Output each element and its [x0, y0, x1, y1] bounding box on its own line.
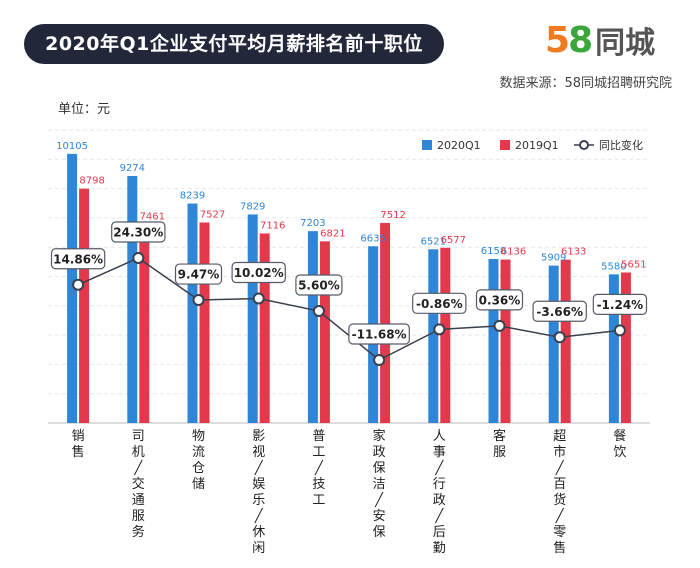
- legend-label-yoy: 同比变化: [599, 138, 643, 152]
- value-label-2019q1: 6821: [320, 228, 345, 239]
- yoy-label: -1.24%: [597, 298, 644, 312]
- yoy-label-box: [475, 289, 524, 311]
- category-label: 家政保洁╱安保: [373, 428, 386, 540]
- unit-label: 单位：元: [58, 102, 111, 117]
- yoy-label-box: [174, 263, 223, 285]
- value-label-2019q1: 6133: [561, 247, 586, 258]
- category-label: 餐饮: [613, 428, 626, 460]
- bar-2019q1: [440, 247, 451, 423]
- value-label-2020q1: 7829: [240, 201, 265, 212]
- logo-number: 58: [545, 19, 593, 61]
- value-label-2019q1: 7116: [260, 220, 285, 231]
- data-source: 数据来源：58同城招聘研究院: [499, 76, 672, 91]
- category-label: 销售: [72, 429, 85, 460]
- yoy-label: -3.66%: [536, 305, 583, 319]
- bar-2020q1: [67, 153, 78, 423]
- value-label-2019q1: 6136: [501, 247, 526, 258]
- yoy-label-box: [111, 221, 166, 243]
- value-label-2020q1: 8239: [180, 191, 205, 202]
- value-label-2019q1: 7527: [200, 210, 225, 221]
- yoy-label-box: [231, 261, 286, 284]
- legend-swatch-2020q1: [422, 140, 432, 150]
- legend-marker-yoy: [579, 140, 589, 150]
- yoy-point: [613, 324, 626, 337]
- yoy-label-box: [348, 323, 410, 345]
- category-label: 超市╱百货╱零售: [553, 429, 566, 556]
- chart-title: 2020年Q1企业支付平均月薪排名前十职位: [24, 24, 444, 64]
- yoy-label-box: [412, 292, 467, 314]
- value-label-2020q1: 10105: [56, 141, 88, 152]
- category-label: 普工╱技工: [312, 429, 325, 508]
- yoy-point: [192, 294, 205, 307]
- yoy-label-box: [50, 248, 106, 270]
- value-label-2020q1: 6158: [481, 246, 506, 257]
- yoy-label: 24.30%: [113, 226, 163, 240]
- yoy-point: [433, 323, 446, 336]
- value-label-2020q1: 5580: [601, 261, 626, 272]
- bar-2020q1: [127, 175, 138, 423]
- logo-digit: 5: [545, 19, 570, 61]
- bar-2020q1: [548, 265, 559, 423]
- yoy-label-box: [592, 293, 648, 316]
- value-label-2020q1: 6521: [421, 236, 446, 247]
- bar-2019q1: [139, 224, 150, 423]
- yoy-point: [553, 331, 566, 344]
- yoy-label-box: [295, 274, 343, 296]
- yoy-point: [493, 319, 506, 332]
- bar-2019q1: [199, 222, 210, 423]
- yoy-point: [312, 305, 325, 318]
- bar-2019q1: [79, 188, 90, 423]
- category-label: 司机╱交通服务: [132, 429, 145, 540]
- yoy-label: 14.86%: [53, 252, 103, 266]
- value-label-2019q1: 7512: [380, 210, 405, 221]
- bar-2020q1: [187, 203, 198, 423]
- category-label: 客服: [493, 428, 506, 460]
- value-label-2019q1: 7461: [140, 211, 165, 222]
- bar-2019q1: [620, 272, 631, 423]
- bar-2020q1: [488, 258, 499, 423]
- value-label-2020q1: 6635: [360, 233, 385, 244]
- bar-2020q1: [247, 214, 258, 423]
- value-label-2019q1: 8798: [79, 176, 104, 187]
- bar-2019q1: [259, 233, 270, 423]
- bar-2019q1: [560, 259, 571, 423]
- yoy-label: 5.60%: [298, 279, 340, 293]
- yoy-point: [72, 278, 85, 291]
- yoy-label: -0.86%: [416, 297, 463, 311]
- yoy-label-box: [532, 300, 587, 322]
- bar-2019q1: [319, 241, 330, 423]
- yoy-point: [132, 252, 145, 264]
- value-label-2020q1: 7203: [300, 218, 325, 229]
- category-label: 物流仓储: [192, 429, 205, 492]
- value-label-2020q1: 5909: [541, 253, 566, 264]
- yoy-label: 10.02%: [234, 266, 284, 280]
- legend-label-2019q1: 2019Q1: [515, 139, 559, 152]
- value-label-2019q1: 6577: [441, 235, 466, 246]
- category-label: 人事╱行政╱后勤: [433, 429, 446, 556]
- value-label-2019q1: 5651: [621, 259, 646, 270]
- logo-digit: 8: [568, 19, 593, 61]
- value-label-2020q1: 9274: [120, 163, 145, 174]
- yoy-label: 0.36%: [479, 293, 521, 307]
- bar-2020q1: [307, 231, 318, 423]
- legend-label-2020q1: 2020Q1: [437, 139, 481, 152]
- bar-2020q1: [428, 249, 439, 423]
- yoy-label: 9.47%: [178, 268, 220, 282]
- brand-logo: 58 同城: [545, 16, 655, 64]
- legend-swatch-2019q1: [500, 140, 510, 150]
- category-label: 影视╱娱乐╱休闲: [252, 429, 265, 556]
- bar-2019q1: [500, 259, 511, 423]
- yoy-label: -11.68%: [352, 328, 407, 342]
- bar-2019q1: [380, 222, 391, 423]
- yoy-point: [252, 292, 265, 305]
- yoy-point: [373, 354, 386, 366]
- logo-text: 同城: [595, 26, 656, 61]
- bar-2020q1: [608, 274, 619, 423]
